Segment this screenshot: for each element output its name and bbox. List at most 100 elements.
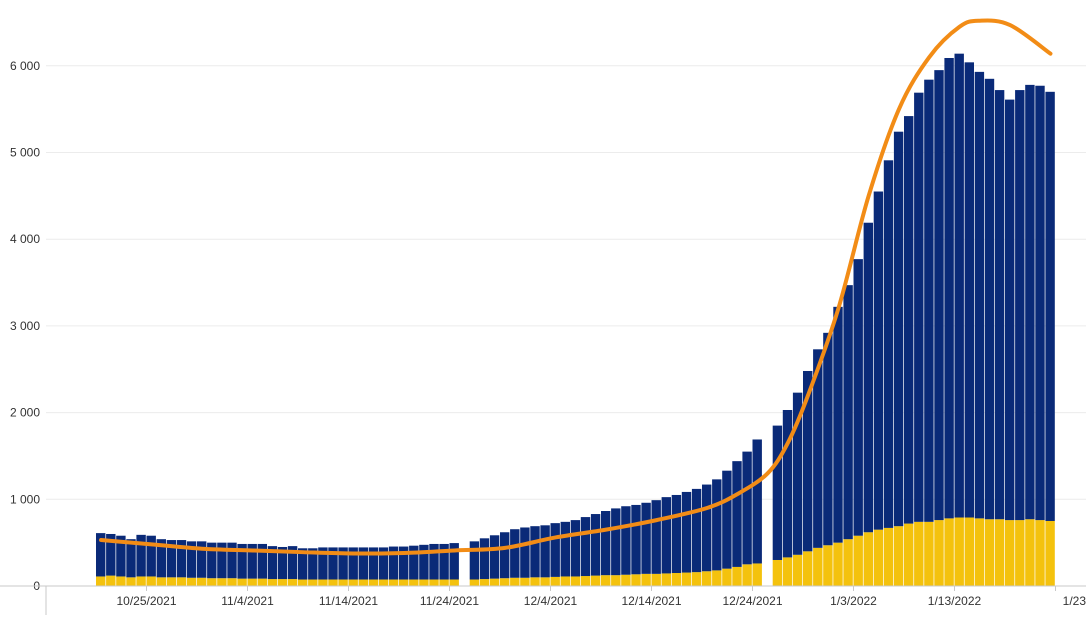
- bar-segment-top: [803, 370, 813, 552]
- bars: [96, 53, 1055, 586]
- bar-segment-bottom: [530, 577, 540, 586]
- bar-segment-top: [924, 79, 934, 522]
- bar-segment-bottom: [479, 579, 490, 586]
- bar-segment-top: [500, 532, 510, 579]
- bar-segment-bottom: [439, 579, 449, 586]
- bar-segment-bottom: [934, 520, 944, 586]
- bar-segment-bottom: [883, 527, 894, 586]
- bar-segment-top: [489, 535, 500, 579]
- bar-segment-top: [934, 70, 944, 521]
- bar-segment-bottom: [1025, 519, 1035, 586]
- bar-segment-top: [348, 547, 358, 580]
- bar-segment-top: [197, 541, 207, 578]
- bar-segment-bottom: [469, 579, 480, 586]
- bar-segment-bottom: [641, 573, 651, 586]
- bar-segment-bottom: [873, 529, 884, 586]
- bar-segment-top: [570, 520, 581, 577]
- bar-segment-bottom: [944, 518, 954, 586]
- bar-segment-bottom: [853, 535, 863, 586]
- bar-segment-top: [479, 538, 490, 580]
- trend-line: [99, 18, 1053, 556]
- bar-segment-bottom: [449, 579, 459, 586]
- bar-segment-bottom: [833, 542, 843, 586]
- bar-segment-top: [318, 547, 328, 580]
- bar-segment-top: [590, 514, 601, 576]
- bar-segment-top: [358, 547, 368, 580]
- bar-segment-bottom: [540, 577, 550, 586]
- bar-segment-top: [823, 332, 833, 546]
- bar-segment-bottom: [803, 551, 813, 586]
- bar-segment-top: [146, 535, 156, 577]
- bar-segment-bottom: [712, 570, 722, 586]
- bar-segment-bottom: [601, 575, 611, 586]
- bar-segment-bottom: [661, 573, 671, 586]
- bar-segment-top: [631, 504, 641, 575]
- bar-segment-bottom: [247, 578, 257, 586]
- bar-segment-top: [328, 547, 338, 580]
- bar-segment-bottom: [358, 579, 368, 586]
- x-tick-label: 1/23: [1063, 594, 1086, 608]
- bar-segment-bottom: [368, 579, 379, 586]
- bar-segment-top: [368, 547, 379, 580]
- bar-segment-top: [530, 526, 540, 578]
- bar-segment-top: [833, 306, 843, 543]
- bar-segment-bottom: [823, 545, 833, 586]
- bar-segment-bottom: [96, 576, 106, 586]
- bar-segment-bottom: [611, 575, 621, 586]
- bar-segment-bottom: [277, 579, 288, 586]
- bar-segment-top: [954, 53, 964, 518]
- bar-segment-top: [227, 542, 237, 579]
- bar-segment-bottom: [550, 576, 560, 586]
- bar-segment-bottom: [267, 579, 278, 586]
- bar-segment-top: [691, 488, 702, 573]
- y-tick-label: 1 000: [10, 492, 40, 506]
- bar-segment-bottom: [702, 571, 712, 586]
- bar-segment-bottom: [1035, 520, 1045, 586]
- bar-segment-top: [136, 534, 146, 577]
- bar-segment-top: [429, 543, 439, 580]
- bar-segment-bottom: [126, 577, 136, 586]
- bar-segment-bottom: [197, 577, 207, 586]
- bar-segment-top: [601, 511, 611, 576]
- bar-segment-top: [974, 71, 985, 519]
- bar-segment-top: [681, 491, 692, 573]
- x-tick-label: 12/4/2021: [524, 594, 578, 608]
- bar-segment-bottom: [106, 575, 116, 586]
- bar-segment-bottom: [186, 577, 197, 586]
- bar-segment-top: [883, 160, 894, 528]
- bar-segment-bottom: [328, 579, 338, 586]
- bar-segment-top: [873, 191, 884, 530]
- bar-segment-top: [419, 544, 429, 580]
- bar-segment-top: [298, 548, 308, 580]
- bar-segment-top: [772, 425, 783, 560]
- x-tick-label: 10/25/2021: [116, 594, 176, 608]
- bar-segment-top: [1015, 90, 1025, 521]
- bar-segment-top: [439, 543, 449, 580]
- bar-segment-top: [156, 539, 166, 578]
- bar-segment-top: [277, 546, 288, 580]
- bar-segment-top: [207, 542, 217, 579]
- bar-segment-top: [914, 92, 924, 522]
- bar-segment-top: [469, 541, 480, 580]
- bar-segment-bottom: [399, 579, 409, 586]
- bar-segment-bottom: [813, 547, 823, 586]
- bar-segment-top: [378, 547, 389, 580]
- bar-segment-bottom: [863, 532, 873, 586]
- bar-segment-top: [96, 533, 106, 577]
- bar-segment-bottom: [166, 577, 177, 586]
- axes: [0, 585, 1086, 615]
- bar-segment-top: [651, 500, 661, 574]
- bar-segment-top: [944, 57, 954, 519]
- bar-segment-bottom: [994, 519, 1005, 586]
- bar-segment-bottom: [914, 521, 924, 586]
- bar-segment-top: [722, 470, 732, 569]
- bar-segment-bottom: [136, 576, 146, 586]
- bar-segment-bottom: [409, 579, 419, 586]
- y-tick-label: 5 000: [10, 146, 40, 160]
- bar-segment-bottom: [954, 517, 964, 586]
- bar-segment-bottom: [984, 519, 995, 586]
- bar-segment-bottom: [308, 579, 318, 586]
- x-tick-label: 11/24/2021: [420, 594, 479, 608]
- bar-segment-bottom: [580, 576, 591, 586]
